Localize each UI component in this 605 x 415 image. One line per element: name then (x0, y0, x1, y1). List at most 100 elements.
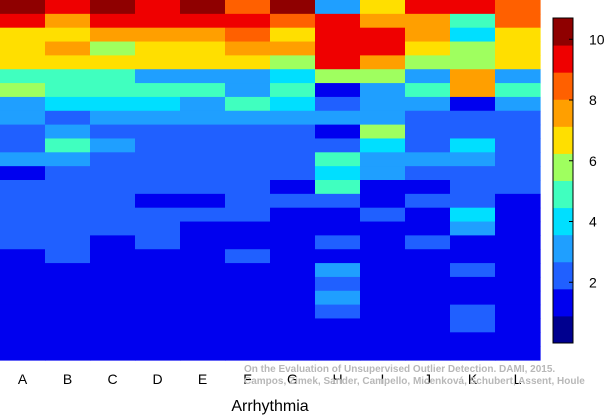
heatmap-cell-f-5 (225, 69, 271, 84)
heatmap-cell-a-4 (0, 55, 46, 70)
heatmap-cell-c-14 (90, 193, 136, 209)
heatmap-cell-e-10 (180, 138, 226, 153)
heatmap-cell-d-23 (135, 318, 181, 333)
heatmap-cell-l-9 (495, 124, 541, 140)
heatmap-cell-l-13 (495, 180, 541, 195)
watermark-line-2: Campos, Zimek, Sander, Campello, Micenko… (244, 376, 585, 387)
heatmap-cell-c-23 (90, 318, 136, 333)
x-tick-label-k: K (468, 371, 478, 387)
heatmap-cell-g-22 (270, 304, 316, 320)
heatmap-cell-a-22 (0, 304, 46, 320)
heatmap-cell-i-14 (360, 193, 406, 209)
heatmap-cell-k-25 (450, 346, 496, 361)
heatmap-cell-h-0 (315, 0, 361, 15)
heatmap-cell-b-18 (45, 249, 91, 264)
heatmap-cell-j-21 (405, 290, 451, 306)
heatmap-cell-k-17 (450, 235, 496, 250)
heatmap-cell-f-10 (225, 138, 271, 153)
heatmap-cell-b-0 (45, 0, 91, 15)
heatmap-cell-a-15 (0, 207, 46, 223)
heatmap-cell-f-3 (225, 41, 271, 56)
heatmap-cell-b-19 (45, 263, 91, 278)
heatmap-cell-d-12 (135, 166, 181, 181)
heatmap-cell-c-6 (90, 83, 136, 98)
heatmap-cell-d-22 (135, 304, 181, 320)
heatmap-cell-c-10 (90, 138, 136, 153)
heatmap-cell-b-6 (45, 83, 91, 98)
heatmap-cell-e-7 (180, 96, 226, 112)
heatmap-cell-d-14 (135, 193, 181, 209)
heatmap-cell-c-15 (90, 207, 136, 223)
heatmap-cell-b-4 (45, 55, 91, 70)
heatmap-cell-i-15 (360, 207, 406, 223)
colorbar-segment-4 (553, 207, 573, 236)
heatmap-cell-g-5 (270, 69, 316, 84)
heatmap-cell-f-1 (225, 13, 271, 29)
heatmap-cell-k-12 (450, 166, 496, 181)
heatmap-cell-k-14 (450, 193, 496, 209)
colorbar-segment-9 (553, 72, 573, 100)
heatmap-cell-g-20 (270, 276, 316, 292)
heatmap-cell-l-16 (495, 221, 541, 236)
heatmap-cell-b-11 (45, 152, 91, 167)
heatmap-cell-c-5 (90, 69, 136, 84)
heatmap-cell-d-10 (135, 138, 181, 153)
heatmap-cell-h-9 (315, 124, 361, 140)
heatmap-cell-g-8 (270, 110, 316, 126)
x-tick-label-d: D (152, 371, 162, 387)
heatmap-cell-b-9 (45, 124, 91, 140)
heatmap-cell-i-21 (360, 290, 406, 306)
heatmap-cell-j-18 (405, 249, 451, 264)
heatmap-cell-h-6 (315, 83, 361, 98)
heatmap-cell-f-24 (225, 332, 271, 347)
heatmap-cell-c-16 (90, 221, 136, 236)
heatmap-cell-b-2 (45, 27, 91, 43)
heatmap-cell-e-24 (180, 332, 226, 347)
colorbar-segment-10 (553, 45, 573, 73)
heatmap-cell-e-12 (180, 166, 226, 181)
heatmap-cell-g-23 (270, 318, 316, 333)
heatmap-cell-d-9 (135, 124, 181, 140)
watermark: On the Evaluation of Unsupervised Outlie… (244, 364, 585, 387)
heatmap-cell-i-4 (360, 55, 406, 70)
watermark-line-1: On the Evaluation of Unsupervised Outlie… (244, 364, 555, 375)
colorbar-tick-label-4: 4 (589, 214, 597, 230)
heatmap-cell-a-25 (0, 346, 46, 361)
colorbar-tick-label-8: 8 (589, 92, 597, 108)
heatmap-cell-l-7 (495, 96, 541, 112)
heatmap-cell-d-11 (135, 152, 181, 167)
heatmap-cell-a-5 (0, 69, 46, 84)
heatmap-cells (0, 0, 541, 361)
heatmap-cell-l-20 (495, 276, 541, 292)
heatmap-cell-d-21 (135, 290, 181, 306)
x-tick-label-f: F (243, 371, 252, 387)
heatmap-cell-b-21 (45, 290, 91, 306)
heatmap-cell-d-15 (135, 207, 181, 223)
heatmap-cell-k-24 (450, 332, 496, 347)
heatmap-cell-f-9 (225, 124, 271, 140)
heatmap-cell-l-12 (495, 166, 541, 181)
heatmap-cell-g-2 (270, 27, 316, 43)
heatmap-cell-e-1 (180, 13, 226, 29)
heatmap-cell-h-19 (315, 263, 361, 278)
heatmap-cell-h-20 (315, 276, 361, 292)
heatmap-cell-j-23 (405, 318, 451, 333)
heatmap-cell-e-22 (180, 304, 226, 320)
heatmap-cell-g-15 (270, 207, 316, 223)
heatmap-cell-k-2 (450, 27, 496, 43)
colorbar-segment-11 (553, 18, 573, 46)
heatmap-cell-i-1 (360, 13, 406, 29)
heatmap-cell-d-0 (135, 0, 181, 15)
heatmap-cell-i-0 (360, 0, 406, 15)
heatmap-cell-l-21 (495, 290, 541, 306)
heatmap-cell-a-11 (0, 152, 46, 167)
heatmap-cell-a-13 (0, 180, 46, 195)
heatmap-cell-l-15 (495, 207, 541, 223)
heatmap-cell-a-6 (0, 83, 46, 98)
heatmap-cell-i-22 (360, 304, 406, 320)
heatmap-cell-k-4 (450, 55, 496, 70)
heatmap-cell-g-7 (270, 96, 316, 112)
heatmap-cell-k-3 (450, 41, 496, 56)
heatmap-cell-i-6 (360, 83, 406, 98)
